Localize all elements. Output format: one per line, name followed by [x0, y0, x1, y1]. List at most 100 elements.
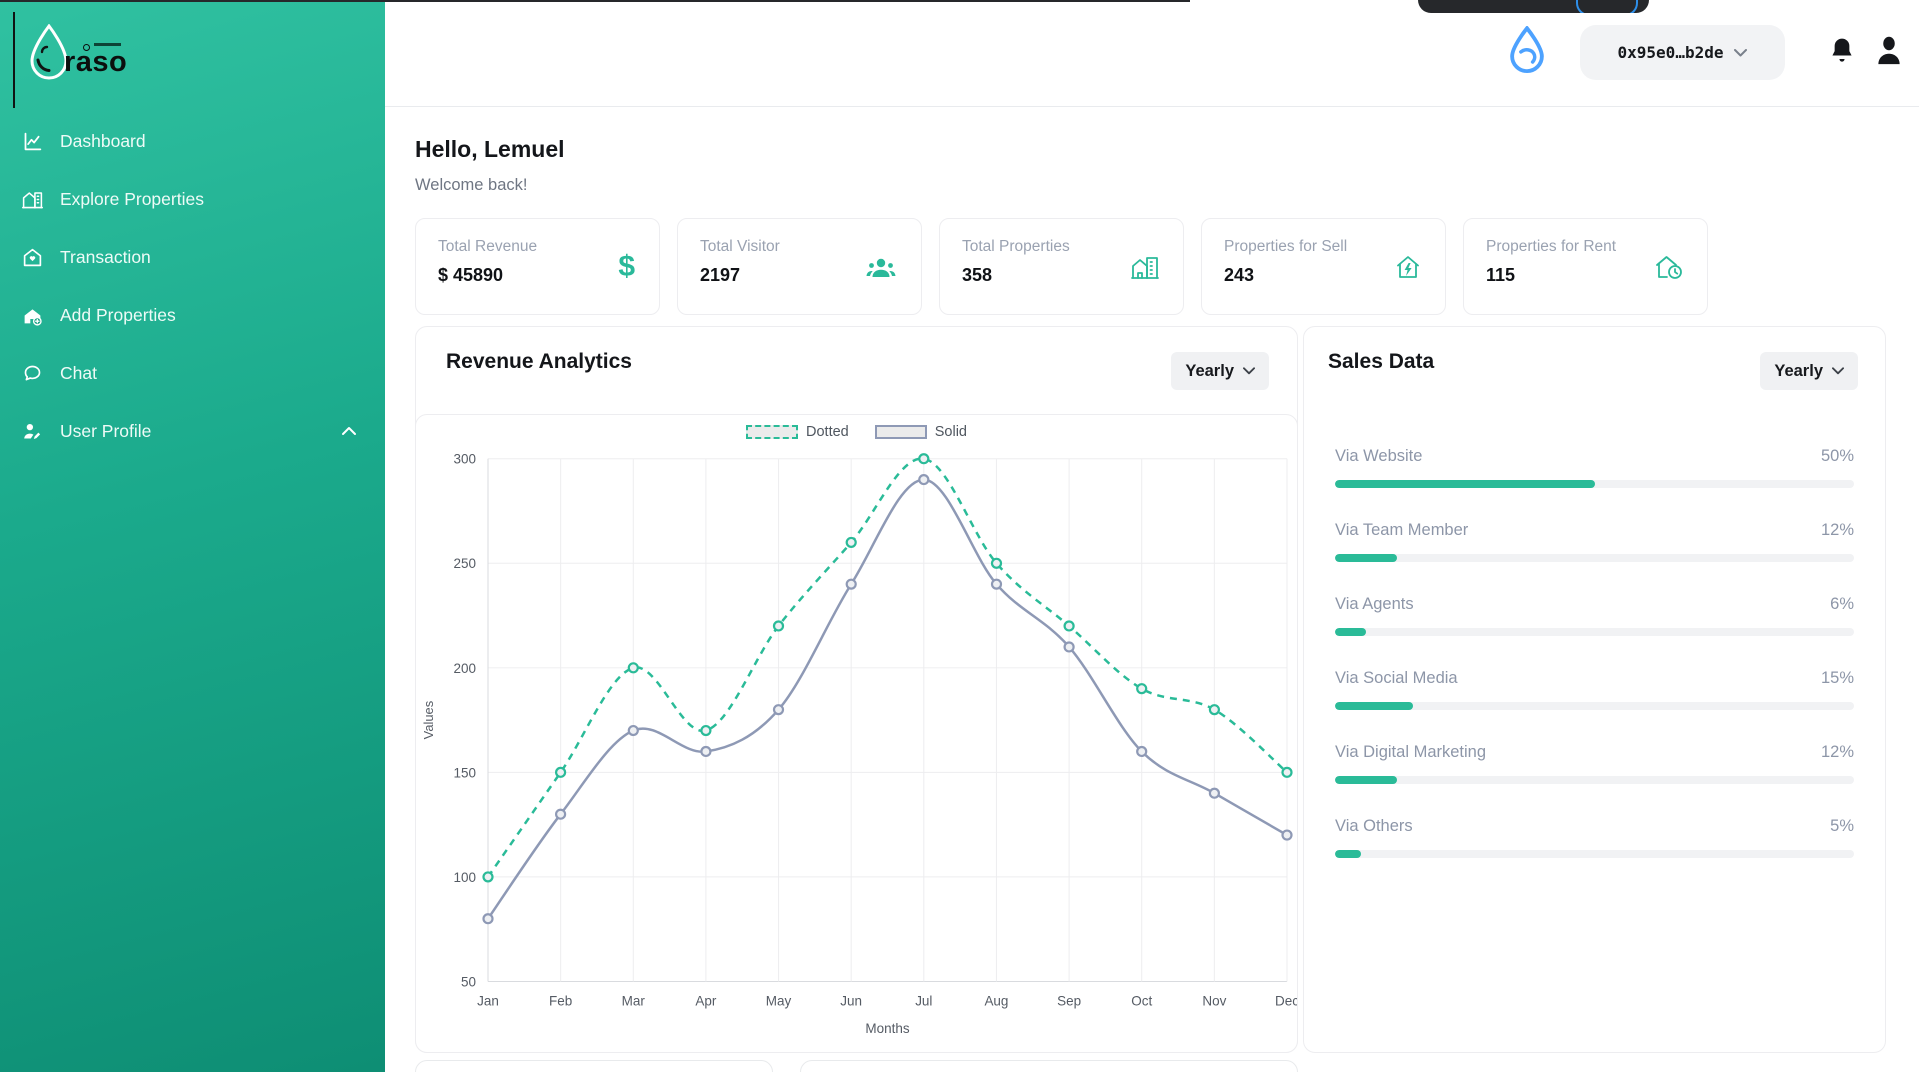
stat-card-total-revenue: Total Revenue $ 45890 $ [415, 218, 660, 315]
sidebar-item-dashboard[interactable]: Dashboard [0, 112, 385, 170]
svg-text:150: 150 [454, 765, 476, 780]
channel-progress-fill [1335, 776, 1398, 784]
sidebar-item-label: Transaction [60, 246, 151, 267]
people-icon [866, 258, 896, 277]
svg-text:Oct: Oct [1131, 993, 1152, 1008]
channel-label: Via Digital Marketing [1335, 743, 1487, 761]
chart-point [555, 766, 567, 778]
sales-channel-row: Via Agents 6% [1335, 595, 1854, 636]
svg-text:May: May [766, 993, 792, 1008]
sales-channel-row: Via Website 50% [1335, 447, 1854, 488]
channel-percentage: 15% [1820, 669, 1854, 687]
svg-text:Months: Months [865, 1021, 909, 1036]
sales-channel-row: Via Others 5% [1335, 817, 1854, 858]
svg-text:100: 100 [454, 870, 476, 885]
channel-label: Via Website [1335, 447, 1423, 465]
channel-progress-track [1335, 850, 1854, 858]
raso-logo[interactable]: raso [26, 20, 176, 94]
chevron-down-icon [1832, 367, 1844, 375]
channel-progress-track [1335, 776, 1854, 784]
sidebar-item-label: Dashboard [60, 130, 146, 151]
chart-point [555, 808, 567, 820]
stat-value: $ 45890 [438, 265, 504, 285]
svg-text:Sep: Sep [1057, 993, 1081, 1008]
channel-percentage: 6% [1830, 595, 1854, 613]
chart-point [1281, 829, 1293, 841]
chart-point [990, 578, 1003, 590]
popup-outline-button[interactable] [1576, 0, 1638, 13]
chart-point [482, 871, 494, 883]
user-avatar-icon[interactable] [1874, 34, 1904, 68]
svg-text:300: 300 [454, 452, 476, 467]
explore-properties-icon [22, 191, 43, 208]
chart-point [772, 620, 785, 632]
stat-value: 243 [1224, 265, 1255, 285]
stat-label: Total Revenue [438, 238, 538, 255]
sidebar-item-add-properties[interactable]: Add Properties [0, 286, 385, 344]
legend-item-solid[interactable]: Solid [874, 424, 967, 440]
house-clock-icon [1656, 255, 1682, 279]
sidebar-menu: Dashboard Explore Properties Transaction [0, 112, 385, 460]
sales-period-select[interactable]: Yearly [1760, 352, 1858, 390]
revenue-period-value: Yearly [1185, 361, 1234, 380]
revenue-period-select[interactable]: Yearly [1171, 352, 1269, 390]
chart-point [772, 704, 785, 716]
dashboard-icon [24, 132, 42, 150]
svg-text:Feb: Feb [549, 993, 572, 1008]
greeting-subtitle: Welcome back! [415, 176, 528, 194]
chart-point [1136, 683, 1148, 695]
sui-network-icon[interactable] [1506, 26, 1548, 76]
house-bolt-icon [1397, 255, 1419, 278]
page-title-greeting: Hello, Lemuel [415, 136, 565, 162]
chevron-up-icon[interactable] [341, 426, 357, 436]
channel-percentage: 12% [1820, 521, 1854, 539]
wallet-address-button[interactable]: 0x95e0…b2de [1580, 25, 1785, 80]
stats-row: Total Revenue $ 45890 $ Total Visitor 21… [415, 218, 1708, 315]
user-profile-icon [24, 423, 41, 439]
sidebar-item-user-profile[interactable]: User Profile [0, 402, 385, 460]
sales-channel-row: Via Digital Marketing 12% [1335, 743, 1854, 784]
svg-text:250: 250 [454, 556, 476, 571]
top-header: 0x95e0…b2de [385, 0, 1919, 107]
sales-channels-list: Via Website 50% Via Team Member 12% [1335, 447, 1854, 891]
channel-progress-track [1335, 702, 1854, 710]
channel-progress-track [1335, 628, 1854, 636]
dollar-icon: $ [618, 249, 635, 283]
bottom-card-cutoff-left [415, 1060, 773, 1072]
svg-text:50: 50 [461, 974, 476, 989]
legend-solid-swatch [874, 425, 927, 439]
stat-card-properties-for-sell: Properties for Sell 243 [1201, 218, 1446, 315]
chart-point [627, 724, 639, 737]
channel-progress-fill [1335, 850, 1361, 858]
sidebar: raso Dashboard Explore Properties [0, 0, 385, 1072]
sales-data-title: Sales Data [1328, 350, 1435, 373]
logo-dash-accent [94, 43, 121, 46]
chart-point [1208, 704, 1221, 716]
svg-text:Dec: Dec [1275, 993, 1297, 1008]
chart-point [845, 578, 857, 590]
sales-period-value: Yearly [1774, 361, 1823, 380]
sidebar-item-label: Explore Properties [60, 188, 204, 209]
chart-point [1063, 620, 1075, 632]
chart-point [627, 662, 639, 674]
svg-text:Apr: Apr [695, 993, 717, 1008]
stat-card-properties-for-rent: Properties for Rent 115 [1463, 218, 1708, 315]
sidebar-item-chat[interactable]: Chat [0, 344, 385, 402]
svg-text:Aug: Aug [984, 993, 1008, 1008]
sidebar-item-explore-properties[interactable]: Explore Properties [0, 170, 385, 228]
legend-label: Solid [934, 424, 967, 440]
stat-card-total-properties: Total Properties 358 [939, 218, 1184, 315]
stat-value: 2197 [700, 265, 741, 285]
notifications-bell-icon[interactable] [1828, 36, 1856, 68]
channel-progress-fill [1335, 702, 1413, 710]
svg-text:Jul: Jul [915, 993, 932, 1008]
channel-progress-track [1335, 554, 1854, 562]
logo-cursor-line [13, 12, 15, 108]
sales-channel-row: Via Team Member 12% [1335, 521, 1854, 562]
chart-point [700, 724, 712, 737]
sidebar-item-transaction[interactable]: Transaction [0, 228, 385, 286]
add-properties-icon [24, 308, 42, 326]
legend-item-dotted[interactable]: Dotted [746, 424, 849, 440]
window-top-edge [0, 0, 1190, 2]
chart-point [845, 536, 857, 548]
